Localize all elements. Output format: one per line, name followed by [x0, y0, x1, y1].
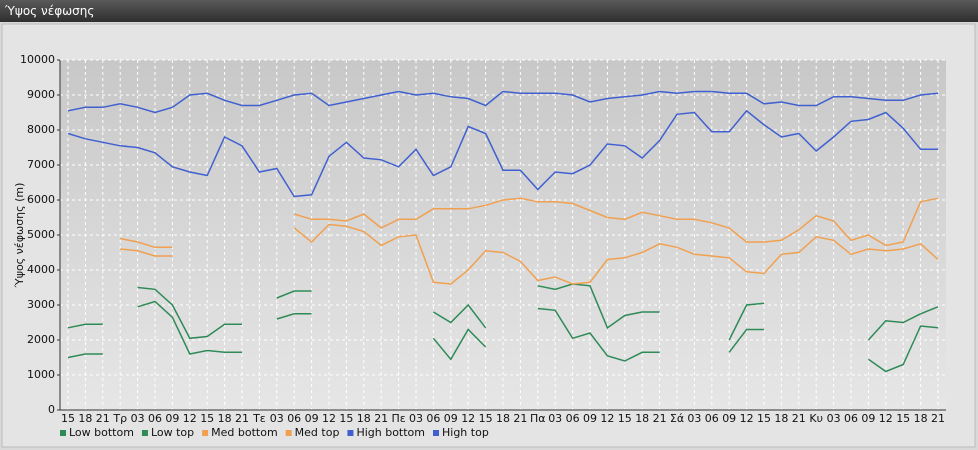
y-tick-label: 0 — [48, 403, 55, 416]
x-tick-label: 21 — [235, 412, 249, 425]
series-line — [120, 223, 939, 285]
x-tick-label: 21 — [513, 412, 527, 425]
x-tick-label: 15 — [618, 412, 632, 425]
x-tick-label: 15 — [61, 412, 75, 425]
y-tick-label: 5000 — [27, 228, 55, 241]
y-tick-label: 3000 — [27, 298, 55, 311]
y-tick-label: 1000 — [27, 368, 55, 381]
legend-label: Low bottom — [69, 426, 134, 439]
x-tick-label: 15 — [757, 412, 771, 425]
x-tick-label: 03 — [131, 412, 145, 425]
legend-swatch — [347, 430, 354, 436]
x-tick-label: Κυ — [809, 412, 823, 425]
legend-label: Med top — [295, 426, 340, 439]
y-axis-label: Ύψος νέφωσης (m) — [13, 183, 26, 289]
legend-swatch — [285, 430, 292, 436]
x-tick-label: 03 — [548, 412, 562, 425]
x-tick-label: 03 — [687, 412, 701, 425]
x-tick-label: 21 — [931, 412, 945, 425]
x-tick-label: 12 — [879, 412, 893, 425]
x-tick-label: 18 — [774, 412, 788, 425]
x-tick-label: 09 — [861, 412, 875, 425]
legend-label: High bottom — [356, 426, 425, 439]
x-tick-label: Πε — [391, 412, 405, 425]
x-tick-label: 06 — [566, 412, 580, 425]
y-tick-label: 2000 — [27, 333, 55, 346]
y-tick-label: 9000 — [27, 88, 55, 101]
x-tick-label: 09 — [165, 412, 179, 425]
x-tick-label: 12 — [600, 412, 614, 425]
x-tick-label: 06 — [148, 412, 162, 425]
x-tick-label: Σά — [670, 412, 684, 425]
legend-label: Med bottom — [211, 426, 278, 439]
y-tick-label: 4000 — [27, 263, 55, 276]
legend-swatch — [433, 430, 439, 436]
x-tick-label: 21 — [96, 412, 110, 425]
x-tick-label: 18 — [914, 412, 928, 425]
x-tick-label: 12 — [461, 412, 475, 425]
y-tick-label: 6000 — [27, 193, 55, 206]
x-tick-label: 03 — [409, 412, 423, 425]
window-title: Ύψος νέφωσης — [5, 4, 95, 18]
x-tick-label: Πα — [530, 412, 546, 425]
x-tick-label: 06 — [287, 412, 301, 425]
x-tick-label: 21 — [653, 412, 667, 425]
series-line — [67, 283, 939, 341]
x-tick-label: 15 — [479, 412, 493, 425]
y-tick-label: 7000 — [27, 158, 55, 171]
y-tick-label: 8000 — [27, 123, 55, 136]
x-tick-label: 18 — [496, 412, 510, 425]
x-tick-label: 15 — [896, 412, 910, 425]
series-line — [67, 109, 938, 198]
x-tick-label: 12 — [322, 412, 336, 425]
x-tick-label: 03 — [270, 412, 284, 425]
x-tick-label: Τε — [252, 412, 266, 425]
legend-swatch — [141, 430, 148, 436]
series-line — [67, 300, 939, 373]
x-tick-label: 18 — [218, 412, 232, 425]
x-tick-label: 09 — [305, 412, 319, 425]
legend-label: High top — [442, 426, 489, 439]
legend-swatch — [202, 430, 209, 436]
title-bar: Ύψος νέφωσης — [0, 0, 978, 22]
series-line — [67, 90, 939, 114]
legend-label: Low top — [151, 426, 194, 439]
x-tick-label: 09 — [583, 412, 597, 425]
x-tick-label: 12 — [740, 412, 754, 425]
x-tick-label: 12 — [183, 412, 197, 425]
x-tick-label: 06 — [844, 412, 858, 425]
chart: Ύψος νέφωσης (m) 0 1000 2000 3000 4000 5000 60… — [1, 23, 976, 448]
x-tick-label: 15 — [339, 412, 353, 425]
x-tick-label: 06 — [426, 412, 440, 425]
x-tick-label: 18 — [357, 412, 371, 425]
x-tick-label: 21 — [374, 412, 388, 425]
series-line — [120, 197, 939, 249]
x-tick-label: 18 — [78, 412, 92, 425]
x-tick-label: 09 — [444, 412, 458, 425]
x-tick-label: 18 — [635, 412, 649, 425]
x-tick-label: 09 — [722, 412, 736, 425]
x-tick-label: 06 — [705, 412, 719, 425]
y-tick-label: 10000 — [20, 53, 55, 66]
legend-swatch — [60, 430, 66, 436]
x-tick-label: Τρ — [112, 412, 127, 425]
x-tick-label: 21 — [792, 412, 806, 425]
x-tick-label: 15 — [200, 412, 214, 425]
x-tick-label: 03 — [827, 412, 841, 425]
